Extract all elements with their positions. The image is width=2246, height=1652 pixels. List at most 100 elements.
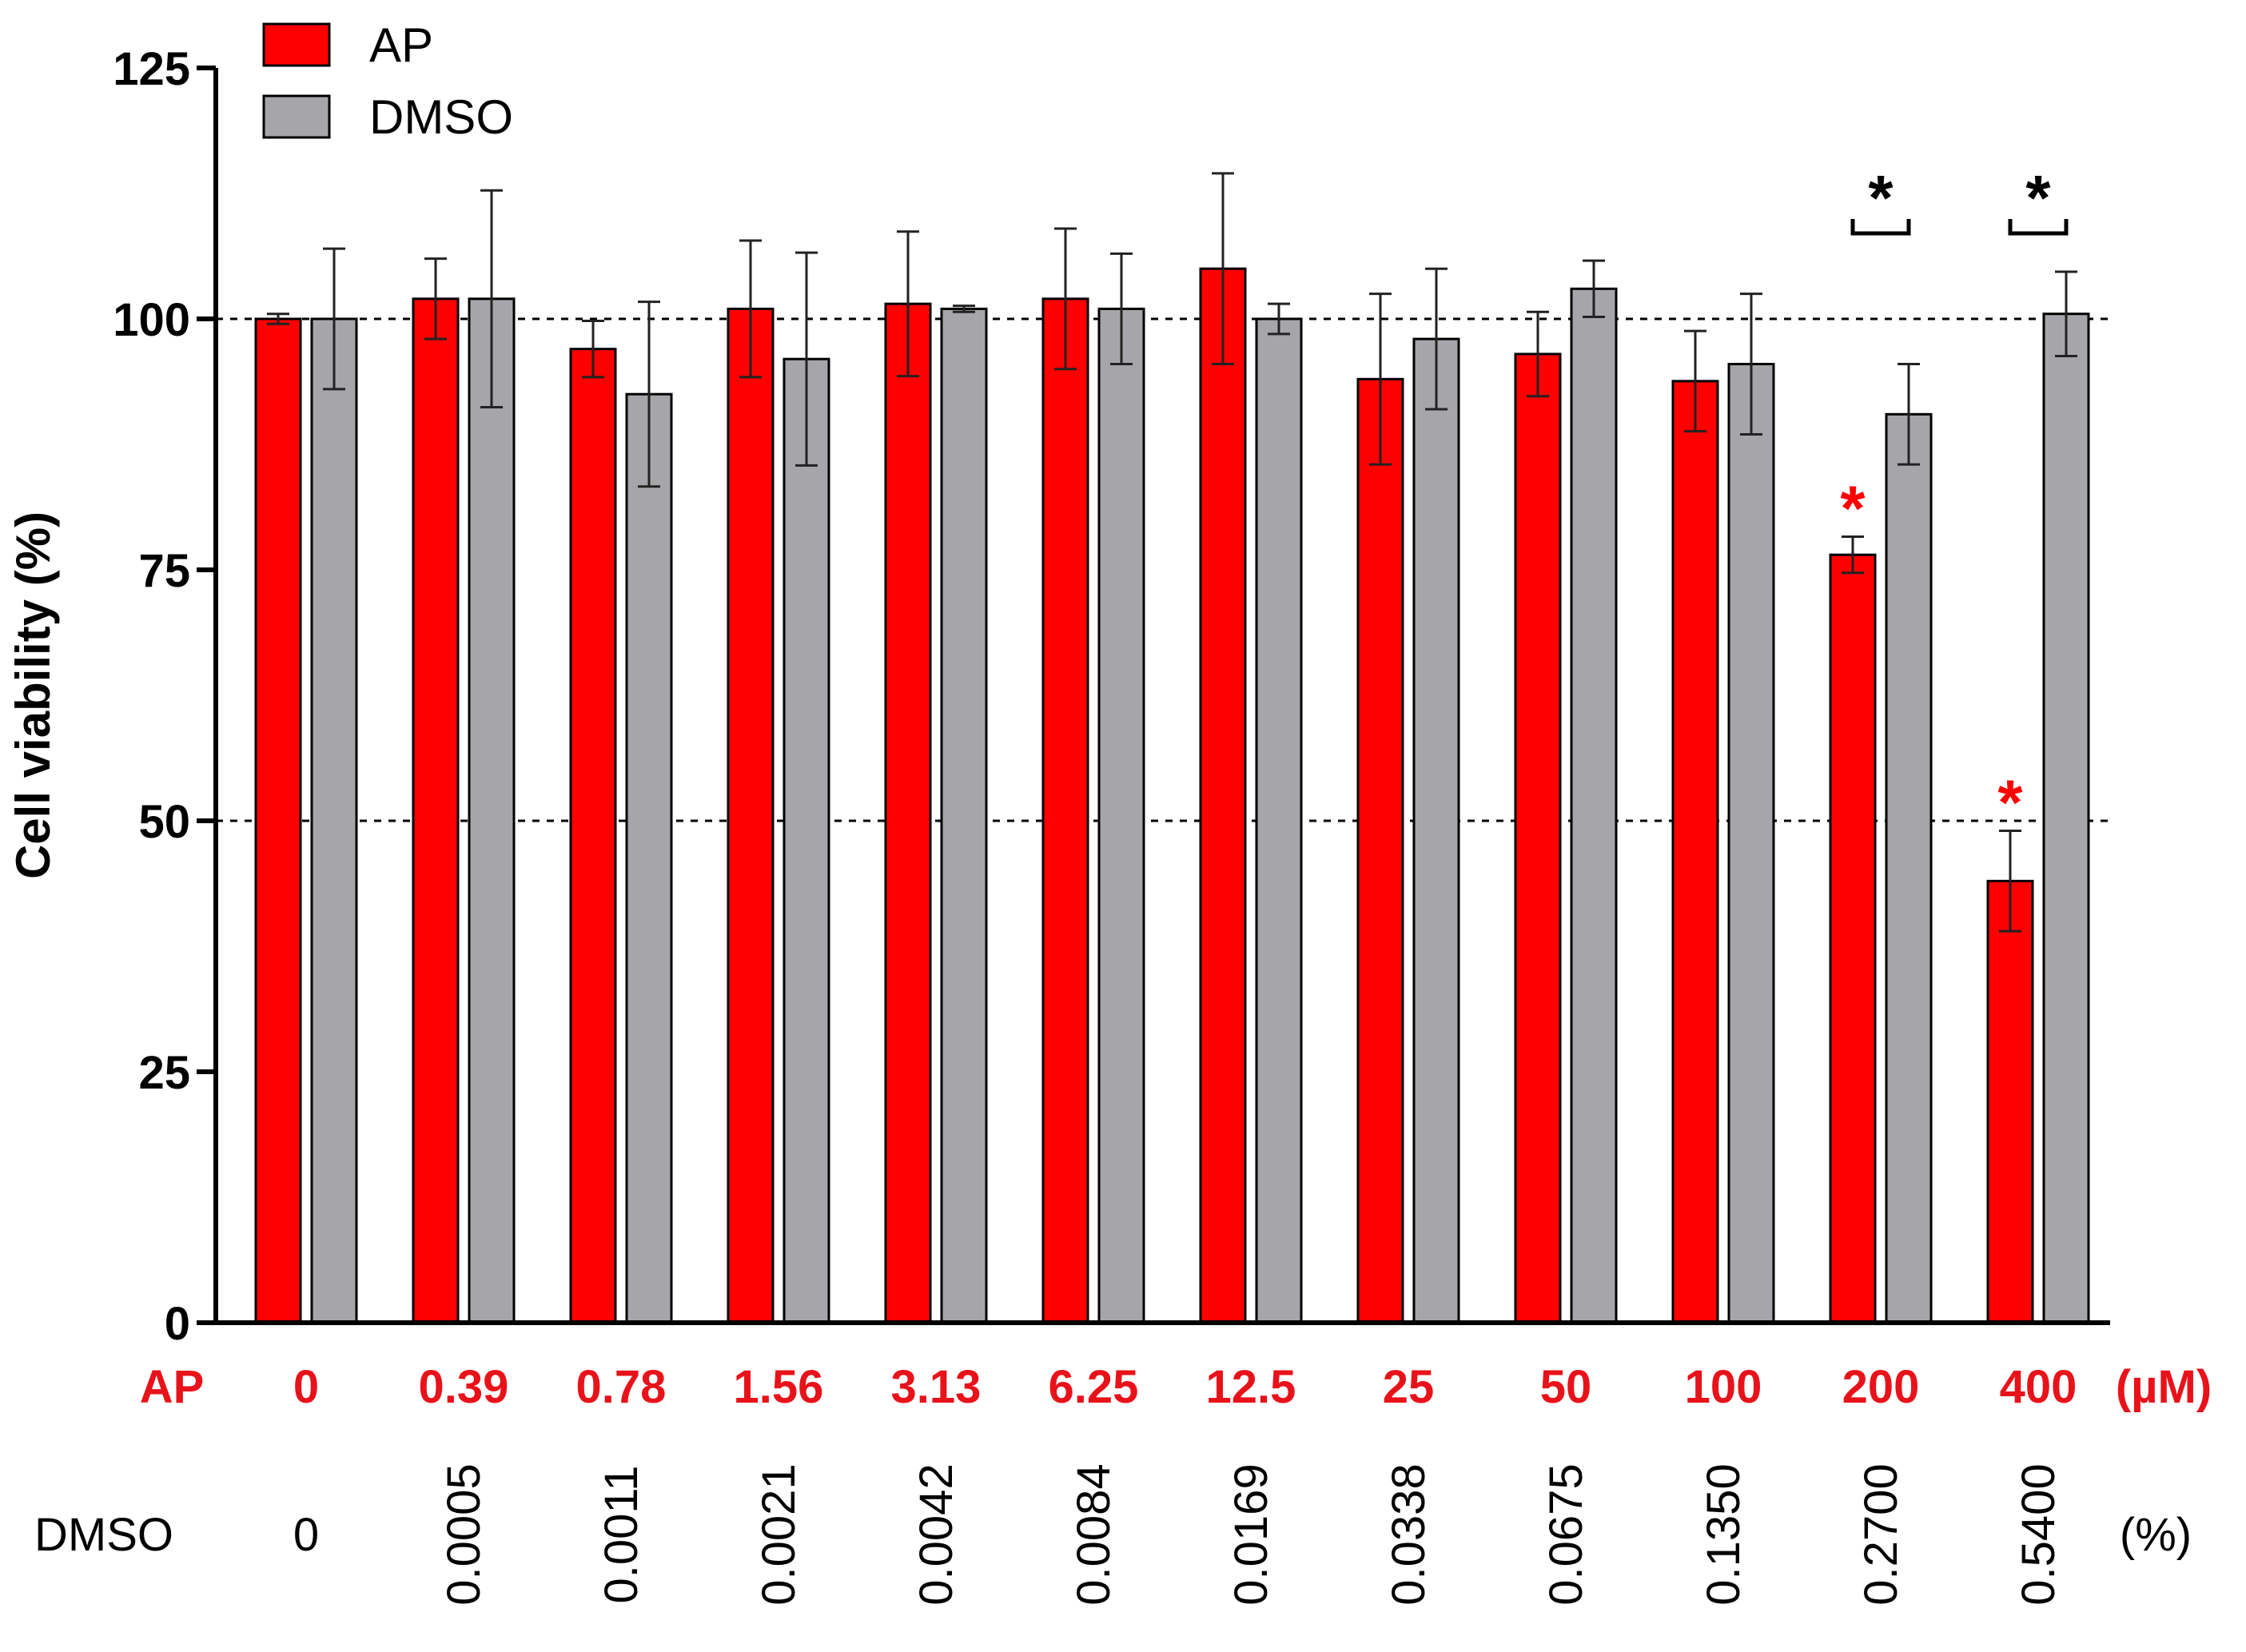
ap-concentration-12.5: 12.5 [1206,1361,1296,1413]
ap-concentration-400: 400 [2000,1361,2077,1413]
error-bar-ap-0 [267,312,289,325]
error-bar-ap-0.39 [424,257,447,340]
dmso-concentration-0.0084: 0.0084 [1068,1463,1120,1605]
ap-concentration-0.39: 0.39 [419,1361,509,1413]
error-bar-ap-6.25 [1054,227,1077,371]
error-bar-dmso-0 [323,247,345,391]
bar-dmso-6.25 [1097,307,1145,1324]
y-tick-label-50: 50 [138,796,190,848]
ap-row-label: AP [140,1361,205,1413]
error-bar-dmso-100 [1740,293,1762,436]
dmso-concentration-0.0042: 0.0042 [910,1463,962,1605]
x-labels: AP 0 0.39 0.78 1.56 3.13 6.25 12.5 25 50 100 200 400… [34,1361,2212,1606]
bar-dmso-1.56 [783,357,830,1324]
error-bar-dmso-12.5 [1268,302,1290,336]
bar-ap-12.5 [1199,267,1247,1324]
dmso-concentration-0.5400: 0.5400 [2013,1463,2065,1605]
legend-swatch-dmso [262,94,331,139]
ap-concentration-1.56: 1.56 [734,1361,824,1413]
legend-label-dmso: DMSO [369,90,513,144]
error-bar-ap-0.78 [582,320,604,379]
significance-bracket-400-star: * [2025,162,2051,233]
axes [213,68,2110,1325]
bar-dmso-200 [1885,412,1933,1324]
dmso-concentration-0.0021: 0.0021 [753,1463,805,1605]
error-bar-ap-1.56 [739,239,762,379]
dmso-concentration-0: 0 [293,1509,319,1561]
significance-bracket-400-ends [2008,219,2069,233]
bar-ap-400 [1986,879,2034,1324]
error-bar-dmso-0.78 [638,301,660,488]
bar-dmso-0.78 [625,392,673,1324]
dmso-concentration-0.0338: 0.0338 [1383,1463,1435,1605]
bar-dmso-0 [310,317,358,1324]
significance-marks: * * * * [1840,162,2069,838]
bar-ap-50 [1514,352,1562,1324]
error-bar-dmso-0.39 [480,189,503,409]
ap-concentration-50: 50 [1540,1361,1592,1413]
y-tick-label-75: 75 [138,545,190,597]
ap-concentration-100: 100 [1685,1361,1762,1413]
ap-concentration-25: 25 [1383,1361,1435,1413]
error-bar-dmso-200 [1898,363,1920,466]
bar-ap-200 [1829,553,1877,1324]
legend: AP DMSO [262,18,513,144]
y-tick-label-100: 100 [113,294,190,346]
ap-concentration-0: 0 [293,1361,319,1413]
y-axis-label: Cell viability (%) [6,512,60,879]
bar-dmso-50 [1570,287,1618,1324]
ap-concentration-200: 200 [1842,1361,1920,1413]
bar-dmso-12.5 [1255,317,1303,1324]
error-bar-dmso-1.56 [795,251,818,467]
error-bar-dmso-400 [2055,270,2077,357]
error-bar-ap-100 [1684,329,1706,433]
bar-dmso-100 [1727,363,1775,1324]
bar-dmso-25 [1412,337,1460,1324]
bar-ap-6.25 [1041,297,1089,1324]
dmso-concentration-0.0011: 0.0011 [595,1465,647,1603]
bar-ap-3.13 [884,302,932,1324]
error-bar-ap-200 [1842,535,1864,575]
ap-concentration-0.78: 0.78 [576,1361,667,1413]
bar-ap-0.39 [412,297,460,1324]
bars [254,267,2090,1324]
error-bars [267,172,2077,933]
bar-ap-100 [1671,380,1719,1324]
significance-bracket-200-star: * [1868,162,1894,233]
error-bar-dmso-50 [1583,259,1605,318]
ap-unit-label: (µM) [2116,1361,2212,1413]
significance-bracket-200-ends [1850,219,1911,233]
dmso-concentration-0.0169: 0.0169 [1225,1463,1277,1605]
dmso-concentration-0.0005: 0.0005 [438,1463,490,1605]
ap-concentration-6.25: 6.25 [1049,1361,1139,1413]
y-tick-label-0: 0 [165,1298,190,1350]
y-tick-label-25: 25 [138,1047,190,1099]
legend-swatch-ap [262,22,331,67]
bar-dmso-3.13 [940,307,988,1324]
error-bar-dmso-6.25 [1110,252,1133,366]
error-bar-dmso-25 [1425,267,1448,411]
error-bar-ap-400 [1999,830,2021,933]
error-bar-ap-12.5 [1212,172,1234,366]
y-tick-label-125: 125 [113,43,190,95]
dmso-concentration-0.0675: 0.0675 [1540,1463,1592,1605]
bar-ap-25 [1356,377,1404,1324]
error-bar-ap-50 [1527,310,1549,398]
bar-dmso-0.39 [468,297,516,1324]
significance-star-ap-400: * [1997,767,2023,838]
bar-dmso-400 [2042,312,2090,1324]
bar-ap-1.56 [727,307,775,1324]
dmso-concentration-0.2700: 0.2700 [1855,1463,1907,1605]
error-bar-dmso-3.13 [953,305,975,313]
dmso-unit-label: (%) [2120,1509,2192,1561]
error-bar-ap-3.13 [897,230,919,378]
bar-ap-0.78 [569,348,617,1324]
dmso-row-label: DMSO [34,1509,173,1561]
bar-ap-0 [254,317,302,1324]
ap-concentration-3.13: 3.13 [891,1361,982,1413]
error-bar-ap-25 [1369,293,1392,466]
significance-star-ap-200: * [1840,473,1866,544]
legend-label-ap: AP [369,18,433,72]
y-ticks: 0 25 50 75 100 125 [113,43,216,1350]
